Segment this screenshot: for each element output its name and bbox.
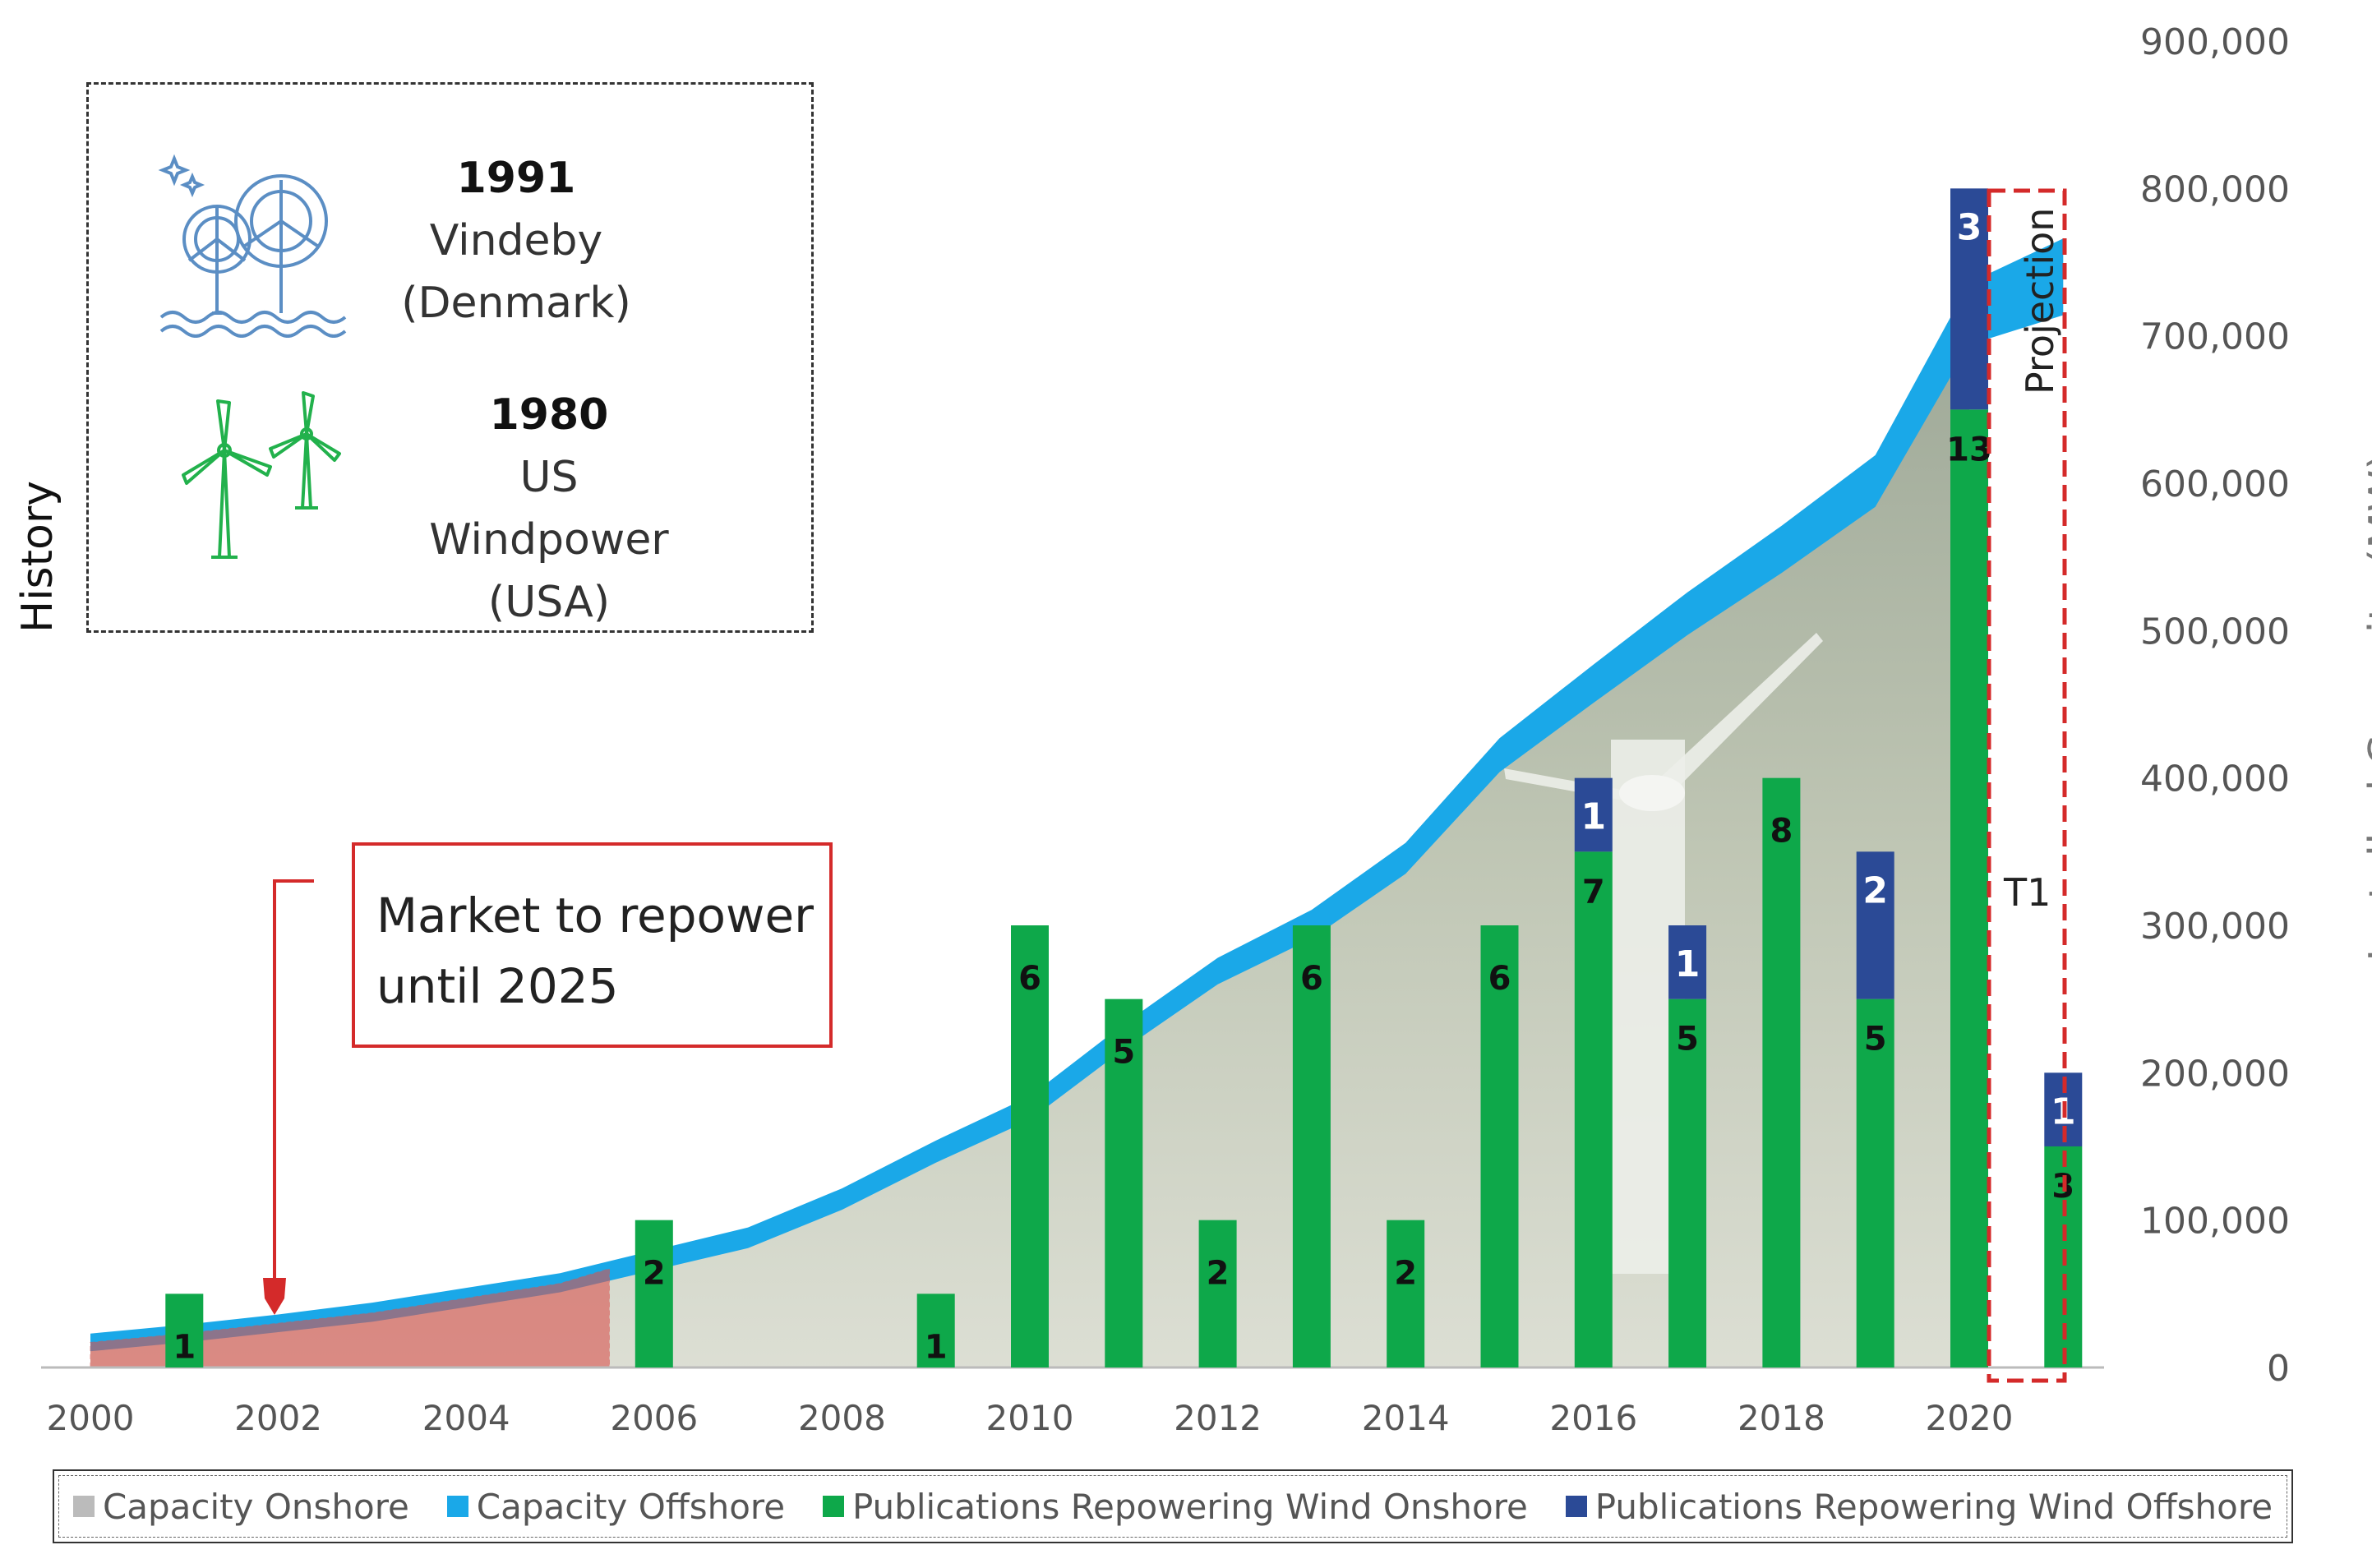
y-tick-label: 700,000 — [2140, 316, 2290, 358]
y-tick-label: 400,000 — [2140, 759, 2290, 800]
bar-label-onshore: 2 — [1394, 1255, 1417, 1293]
bar-label-onshore: 5 — [1112, 1034, 1135, 1072]
history-country: (Denmark) — [401, 279, 631, 328]
repower-shaded-area — [90, 1268, 610, 1368]
y-tick-label: 800,000 — [2140, 168, 2290, 210]
legend-item-repowering-onshore: Publications Repowering Wind Onshore — [822, 1486, 1528, 1527]
bar-repowering-onshore — [1387, 1220, 1425, 1367]
legend-swatch — [72, 1496, 95, 1517]
legend-item-capacity-offshore: Capacity Offshore — [446, 1486, 786, 1527]
bar-label-onshore: 1 — [173, 1328, 196, 1366]
bar-label-offshore: 2 — [1862, 869, 1888, 911]
y-tick-label: 200,000 — [2140, 1053, 2290, 1095]
t1-label: T1 — [2003, 870, 2051, 915]
bars-group — [165, 188, 2083, 1367]
bar-repowering-onshore — [1950, 409, 1988, 1367]
legend-item-capacity-onshore: Capacity Onshore — [72, 1486, 409, 1527]
y-tick-label: 600,000 — [2140, 463, 2290, 505]
legend-label: Publications Repowering Wind Onshore — [851, 1486, 1528, 1527]
bar-repowering-onshore — [916, 1294, 955, 1367]
x-tick-label: 2018 — [1737, 1398, 1825, 1438]
history-country: (USA) — [487, 578, 611, 627]
bar-label-onshore: 7 — [1582, 873, 1605, 911]
projection-box — [1987, 188, 2067, 1383]
history-name: US Windpower — [429, 453, 669, 565]
legend: Capacity Onshore Capacity Offshore Publi… — [53, 1469, 2293, 1543]
history-item-vindeby: 1991 Vindeby (Denmark) — [393, 147, 639, 334]
history-year: 1991 — [456, 154, 576, 203]
bar-repowering-onshore — [1762, 777, 1801, 1367]
legend-swatch — [446, 1496, 468, 1517]
market-arrow — [263, 879, 314, 1315]
legend-swatch — [1565, 1496, 1587, 1517]
x-tick-label: 2002 — [234, 1398, 322, 1438]
onshore-wind-turbine-icon — [175, 385, 348, 561]
bar-repowering-onshore — [1011, 925, 1049, 1367]
bar-repowering-onshore — [1480, 925, 1519, 1367]
bar-repowering-offshore — [1950, 188, 1988, 410]
bar-label-onshore: 6 — [1488, 960, 1511, 998]
bar-repowering-onshore — [1292, 925, 1331, 1367]
x-tick-label: 2006 — [610, 1398, 698, 1438]
history-year: 1980 — [489, 390, 609, 440]
bar-label-offshore: 3 — [1957, 206, 1982, 248]
bar-repowering-offshore — [1574, 777, 1613, 852]
x-tick-label: 2012 — [1174, 1398, 1262, 1438]
legend-label: Capacity Onshore — [102, 1486, 409, 1527]
legend-swatch — [822, 1496, 844, 1517]
bar-label-onshore: 2 — [1207, 1255, 1230, 1293]
x-tick-label: 2010 — [986, 1398, 1074, 1438]
history-box: 1991 Vindeby (Denmark) 1980 US Windpower… — [86, 82, 814, 633]
y-tick-label: 500,000 — [2140, 611, 2290, 653]
bar-label-offshore: 1 — [1581, 796, 1606, 838]
bar-label-onshore: 6 — [1018, 960, 1041, 998]
x-tick-label: 2020 — [1926, 1398, 2014, 1438]
bar-repowering-onshore — [165, 1294, 204, 1367]
bar-repowering-onshore — [1574, 851, 1613, 1367]
bar-repowering-onshore — [1105, 998, 1143, 1367]
offshore-wind-turbine-icon — [158, 149, 347, 338]
bar-label-onshore: 5 — [1864, 1021, 1887, 1058]
y-tick-label: 300,000 — [2140, 906, 2290, 948]
x-tick-label: 2004 — [422, 1398, 510, 1438]
x-tick-label: 2008 — [798, 1398, 886, 1438]
bar-repowering-onshore — [635, 1220, 673, 1367]
x-tick-label: 2014 — [1362, 1398, 1450, 1438]
y-tick-label: 900,000 — [2140, 21, 2290, 63]
market-text-line2: until 2025 — [376, 958, 619, 1014]
market-to-repower-region — [90, 1268, 610, 1368]
legend-label: Publications Repowering Wind Offshore — [1594, 1486, 2273, 1527]
axis-group: 900,000 800,000 700,000 600,000 500,000 400,0… — [41, 21, 2290, 1438]
history-item-us-windpower: 1980 US Windpower (USA) — [401, 384, 697, 634]
x-tick-label: 2016 — [1549, 1398, 1637, 1438]
bar-label-onshore: 2 — [643, 1255, 666, 1293]
legend-item-repowering-offshore: Publications Repowering Wind Offshore — [1565, 1486, 2273, 1527]
bar-repowering-onshore — [1668, 998, 1707, 1367]
bar-repowering-onshore — [1856, 998, 1894, 1367]
bar-repowering-offshore — [1668, 925, 1707, 999]
bar-label-onshore: 6 — [1300, 960, 1323, 998]
bar-label-onshore: 1 — [925, 1328, 948, 1366]
projection-label: Projection — [2018, 208, 2062, 394]
bar-repowering-offshore — [1856, 851, 1894, 999]
y-tick-label: 0 — [2267, 1348, 2290, 1390]
bar-repowering-onshore — [1198, 1220, 1237, 1367]
history-label: History — [13, 481, 62, 633]
bar-label-onshore: 13 — [1946, 431, 1992, 468]
bar-label-onshore: 8 — [1770, 813, 1793, 851]
market-text-line1: Market to repower — [376, 888, 814, 943]
bar-label-onshore: 5 — [1676, 1021, 1699, 1058]
legend-label: Capacity Offshore — [476, 1486, 786, 1527]
bar-label-offshore: 1 — [1675, 943, 1701, 985]
history-name: Vindeby — [429, 216, 603, 265]
y-axis-title: Installed Capacity (MW) — [2360, 453, 2372, 962]
market-to-repower-box: Market to repower until 2025 — [352, 842, 833, 1048]
y-tick-label: 100,000 — [2140, 1201, 2290, 1243]
x-tick-label: 2000 — [47, 1398, 135, 1438]
